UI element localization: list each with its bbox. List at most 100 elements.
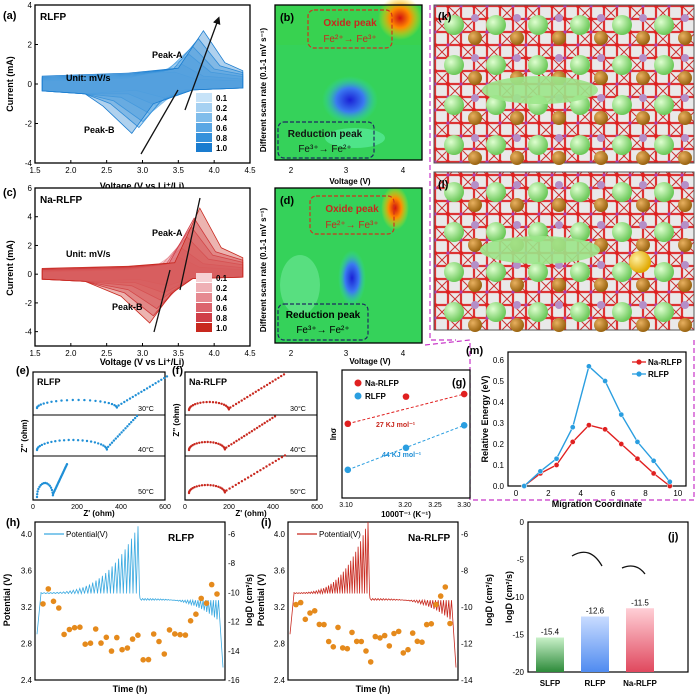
eisF-pt-1-9	[203, 440, 206, 444]
atomsK-fe-atom	[510, 31, 524, 45]
atomsK-fe-atom	[678, 151, 692, 165]
m-point-0-5	[602, 426, 608, 433]
eisF-pt-1-19	[223, 448, 227, 451]
panel-j-arrow-1	[571, 551, 603, 567]
eisF-pt-1-10	[206, 440, 209, 444]
eisE-pt-0-13	[88, 399, 92, 402]
eisE-pt-0-30	[140, 390, 143, 393]
dotsI-dot-18	[377, 635, 383, 641]
dotsI-dot-32	[442, 584, 449, 590]
panel-a-unit: Unit: mV/s	[66, 73, 111, 83]
eisF-pt-1-20	[225, 446, 228, 449]
i-ytick-0: 4.0	[274, 530, 286, 539]
atomsL-fe-atom	[594, 318, 608, 332]
a-legend-label-3: 0.6	[216, 124, 228, 133]
atomsL-p-atom	[597, 261, 605, 269]
panel-d-red-rxn: Fe³⁺→ Fe²⁺	[296, 325, 349, 336]
atomsL-li-atom	[444, 222, 464, 242]
i-y2tick-3: -12	[461, 640, 473, 649]
dotsI-dot-24	[405, 646, 411, 653]
a-xtick-0: 1.5	[29, 166, 41, 175]
dotsH-dot-27	[182, 632, 189, 638]
panel-h-title: RLFP	[168, 533, 194, 544]
panel-a-xlabel: Voltage (V vs Li⁺/Li)	[100, 181, 185, 191]
atomsK-p-atom	[555, 54, 563, 62]
atomsL-fe-atom	[678, 198, 692, 212]
eisF-pt-1-4	[191, 444, 194, 447]
eisF-pt-2-14	[217, 485, 220, 488]
atomsL-fe-atom	[468, 238, 482, 252]
dotsH-dot-26	[177, 631, 183, 638]
atomsL-li-atom	[570, 222, 590, 242]
eisF-pt-0-12	[214, 401, 218, 404]
eisE-pt-1-36	[130, 421, 133, 424]
connector-dashed	[424, 5, 471, 346]
eisF-pt-0-32	[263, 385, 266, 388]
panel-m: 0 2 4 6 8 10 0.0 0.1 0.2 0.3 0.4 0.5 0.6 (m) Na-RLFP…	[466, 345, 687, 509]
i-ytick-4: 2.4	[274, 676, 286, 685]
atomsL-p-atom	[639, 221, 647, 229]
eisF-pt-0-23	[237, 401, 241, 404]
atomsK-p-atom	[681, 14, 689, 22]
eisE-pt-0-12	[83, 398, 86, 402]
eisE-pt-1-18	[97, 442, 100, 445]
dotsI-dot-6	[321, 621, 327, 628]
eisE-pt-0-29	[137, 392, 140, 395]
eisF-pt-1-31	[253, 428, 256, 431]
dotsH-dot-19	[140, 657, 146, 663]
c-xtick-5: 4.0	[209, 349, 221, 358]
panel-b-oxide-box	[307, 9, 393, 49]
panel-f-xlabel: Z' (ohm)	[235, 509, 267, 518]
panel-f-title: Na-RLFP	[189, 377, 227, 387]
atomsK-fe-atom	[678, 71, 692, 85]
atomsL-li-atom	[570, 262, 590, 282]
dotsI-dot-29	[428, 621, 435, 627]
eisF-pt-0-27	[249, 394, 252, 397]
g-point-0-1	[402, 393, 410, 400]
m-ytick-0: 0.0	[493, 482, 505, 491]
panel-l-atoms	[444, 181, 692, 332]
eisF-pt-2-26	[243, 478, 247, 481]
panel-e: (e) RLFP 30°C 40°C 50°C 0 200 400 600 Z'…	[16, 365, 171, 518]
atomsK-p-atom	[639, 134, 647, 142]
dotsI-dot-21	[391, 630, 397, 637]
eisF-pt-0-26	[246, 395, 249, 399]
panel-m-xlabel: Migration Coordinate	[552, 499, 643, 509]
atomsK-fe-atom	[678, 111, 692, 125]
atomsL-p-atom	[555, 221, 563, 229]
h-y2tick-3: -12	[228, 618, 240, 627]
atomsL-li-atom	[444, 262, 464, 282]
eisF-pt-0-21	[232, 404, 235, 407]
eisE-pt-1-28	[114, 437, 118, 440]
eisE-pt-1-39	[135, 414, 139, 418]
c-legend-swatch-4	[196, 313, 212, 322]
m-point-0-8	[650, 470, 657, 477]
eisF-pt-0-13	[217, 401, 221, 405]
c-xtick-4: 3.5	[173, 349, 185, 358]
atomsL-li-atom	[444, 302, 464, 322]
atomsL-fe-atom	[468, 198, 482, 212]
panel-e-xlabel: Z' (ohm)	[83, 509, 115, 518]
eisE-pt-0-11	[77, 398, 80, 402]
panel-g-xtick-3: 3.30	[457, 502, 471, 509]
dotsI-dot-19	[381, 632, 388, 639]
dotsH-dot-16	[124, 645, 131, 651]
atomsL-li-atom	[444, 182, 464, 202]
eisF-pt-0-9	[205, 400, 208, 404]
atomsK-fe-atom	[552, 151, 566, 165]
g-point-1-0	[344, 466, 352, 474]
dotsI-dot-3	[307, 610, 313, 616]
eisE-pt-0-14	[94, 399, 97, 403]
i-y2tick-2: -10	[461, 603, 473, 612]
atomsK-fe-atom	[510, 151, 524, 165]
atomsL-p-atom	[513, 221, 521, 229]
eisE-pt-1-20	[102, 444, 105, 447]
panel-d-label: (d)	[280, 195, 294, 207]
dotsH-dot-32	[208, 581, 215, 588]
eisE-pt-0-39	[165, 375, 169, 378]
eisF-pt-1-33	[258, 425, 261, 428]
panel-h-y2label: logD (cm²/s)	[244, 574, 254, 626]
atomsL-fe-atom	[552, 318, 566, 332]
c-legend-label-2: 0.4	[216, 294, 228, 303]
panel-j-ylabel: logD (cm²/s)	[504, 571, 514, 623]
